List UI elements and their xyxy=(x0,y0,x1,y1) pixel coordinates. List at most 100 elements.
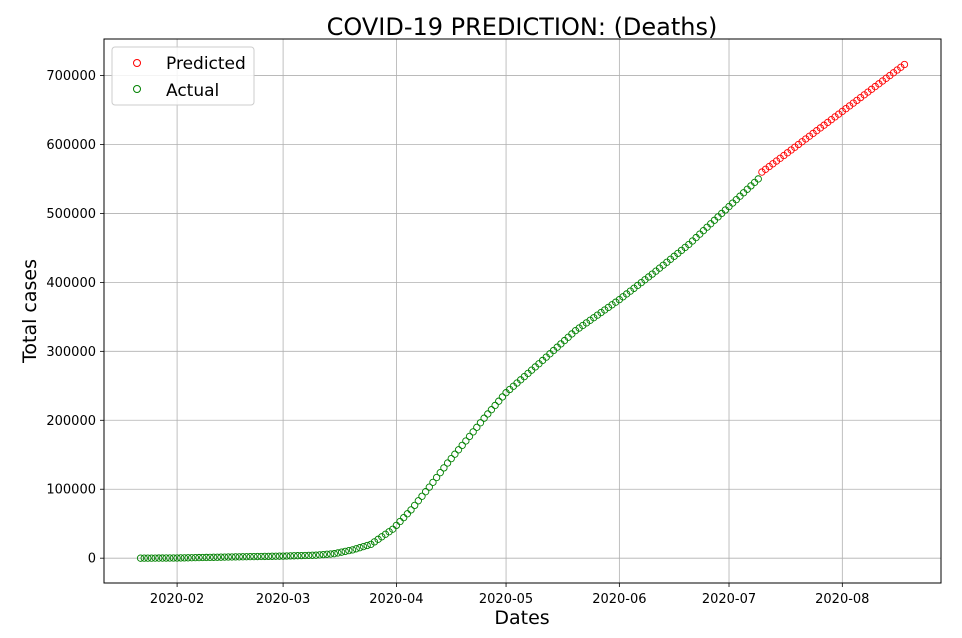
point-actual xyxy=(177,554,185,562)
point-actual xyxy=(209,553,218,561)
x-axis-title: Dates xyxy=(494,607,549,629)
point-actual xyxy=(173,554,181,562)
point-actual xyxy=(279,552,287,560)
point-actual xyxy=(301,551,309,560)
point-actual xyxy=(345,547,353,555)
legend: Predicted Actual xyxy=(111,46,255,106)
grid-layer xyxy=(104,39,941,583)
legend-label-predicted: Predicted xyxy=(166,54,246,74)
point-actual xyxy=(326,550,335,558)
point-actual xyxy=(414,497,422,505)
point-actual xyxy=(403,510,412,518)
y-axis-title: Total cases xyxy=(19,259,41,364)
point-actual xyxy=(305,551,313,560)
point-actual xyxy=(608,301,616,309)
point-actual xyxy=(242,553,251,561)
point-actual xyxy=(750,178,759,187)
point-actual xyxy=(253,552,262,561)
point-actual xyxy=(579,321,587,330)
point-actual xyxy=(432,473,441,482)
y-tick-label: 600000 xyxy=(46,138,96,153)
point-actual xyxy=(308,551,316,559)
point-actual xyxy=(593,311,602,319)
point-actual xyxy=(473,423,481,431)
point-actual xyxy=(348,546,357,554)
point-actual xyxy=(612,298,620,306)
point-actual xyxy=(396,517,404,526)
point-actual xyxy=(158,554,167,562)
y-tick-label: 100000 xyxy=(46,483,96,498)
point-actual xyxy=(166,554,174,562)
point-actual xyxy=(337,548,346,556)
point-actual xyxy=(213,553,221,561)
x-tick-label: 2020-06 xyxy=(592,592,646,607)
y-tick-label: 700000 xyxy=(46,69,96,84)
legend-frame xyxy=(111,46,255,106)
point-actual xyxy=(604,303,613,312)
point-actual xyxy=(462,437,470,445)
legend-marker-actual xyxy=(133,85,141,93)
point-actual xyxy=(195,553,203,562)
point-actual xyxy=(736,192,744,200)
point-actual xyxy=(721,206,729,214)
point-actual xyxy=(356,544,364,552)
point-actual xyxy=(191,554,200,562)
point-actual xyxy=(458,441,466,450)
legend-marker-predicted xyxy=(133,59,141,67)
point-actual xyxy=(454,446,463,454)
point-actual xyxy=(250,552,258,561)
point-actual xyxy=(692,233,700,242)
y-tick-label: 0 xyxy=(88,552,96,567)
point-actual xyxy=(480,414,488,422)
ticks-layer: 2020-02 2020-03 2020-04 2020-05 2020-06 2020-… xyxy=(46,69,869,607)
point-actual xyxy=(283,552,291,560)
point-actual xyxy=(421,488,430,496)
y-tick-label: 200000 xyxy=(46,414,96,429)
point-actual xyxy=(714,213,722,221)
point-actual xyxy=(699,227,708,235)
chart-title: COVID-19 PREDICTION: (Deaths) xyxy=(327,13,718,41)
point-actual xyxy=(732,195,740,204)
point-actual xyxy=(257,552,265,561)
y-tick-label: 300000 xyxy=(46,345,96,360)
point-actual xyxy=(418,492,426,500)
point-actual xyxy=(144,554,152,562)
point-actual xyxy=(582,319,591,327)
point-actual xyxy=(487,406,496,414)
point-actual xyxy=(571,326,580,335)
y-tick-label: 500000 xyxy=(46,207,96,222)
point-actual xyxy=(294,552,302,560)
point-actual xyxy=(688,237,697,245)
point-actual xyxy=(484,410,492,418)
point-actual xyxy=(341,547,349,556)
x-tick-label: 2020-03 xyxy=(256,592,310,607)
point-actual xyxy=(743,185,751,193)
point-actual xyxy=(235,553,243,561)
point-actual xyxy=(315,551,324,559)
point-actual xyxy=(246,553,254,561)
y-tick-label: 400000 xyxy=(46,276,96,291)
point-actual xyxy=(469,428,477,436)
point-actual xyxy=(575,324,583,332)
point-actual xyxy=(367,540,375,549)
point-actual xyxy=(184,554,192,562)
point-actual xyxy=(729,199,737,207)
point-actual xyxy=(597,308,605,317)
point-actual xyxy=(312,551,320,559)
point-actual xyxy=(188,554,196,562)
point-actual xyxy=(465,432,474,441)
point-actual xyxy=(389,525,397,533)
point-actual xyxy=(220,553,229,561)
point-actual xyxy=(297,551,306,560)
point-actual xyxy=(476,419,485,427)
point-actual xyxy=(451,450,459,458)
point-actual xyxy=(239,553,247,561)
point-actual xyxy=(425,483,433,491)
x-tick-label: 2020-02 xyxy=(150,592,204,607)
point-actual xyxy=(151,554,159,562)
point-actual xyxy=(319,550,327,559)
point-actual xyxy=(352,545,360,553)
point-predicted xyxy=(900,60,909,69)
point-actual xyxy=(601,306,609,314)
